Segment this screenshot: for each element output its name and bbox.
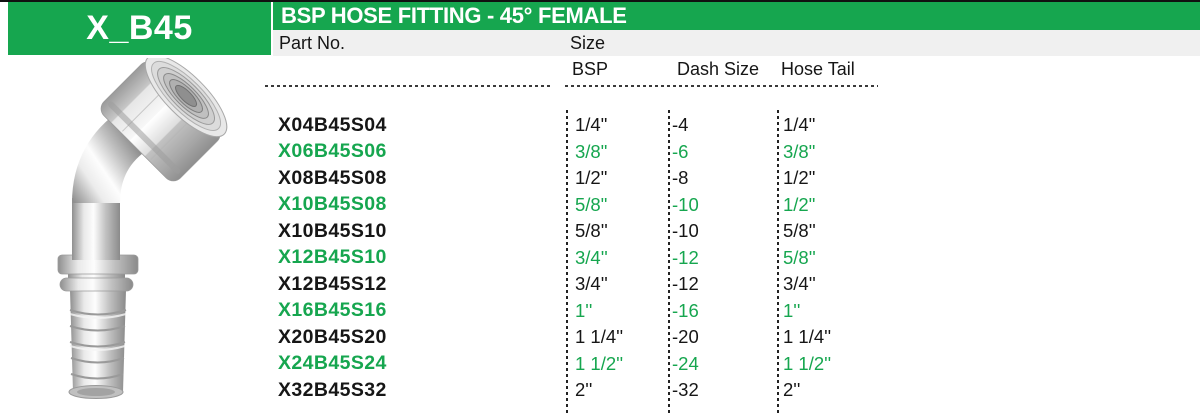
column-divider-bsp [566, 110, 568, 413]
dash-size-cell: -4 [672, 114, 689, 136]
table-row: X24B45S24 1 1/2'' -24 1 1/2'' [278, 351, 1188, 378]
bsp-size-cell: 2'' [575, 379, 593, 401]
part-no-cell: X06B45S06 [278, 140, 387, 163]
part-no-cell: X16B45S16 [278, 299, 387, 322]
table-row: X32B45S32 2'' -32 2'' [278, 377, 1188, 404]
dash-size-cell: -8 [672, 167, 689, 189]
table-row: X06B45S06 3/8" -6 3/8" [278, 139, 1188, 166]
part-no-column-header: Part No. [279, 33, 346, 53]
bsp-size-cell: 1'' [575, 299, 593, 321]
bsp-size-cell: 3/8" [575, 140, 608, 162]
product-photo-45-female-fitting-icon [57, 58, 228, 399]
part-no-cell: X12B45S10 [278, 246, 387, 269]
dash-size-column-header: Dash Size [677, 59, 760, 79]
hose-tail-cell: 5/8'' [783, 220, 816, 242]
bsp-size-cell: 5/8" [575, 193, 608, 215]
table-row: X12B45S10 3/4'' -12 5/8'' [278, 245, 1188, 272]
parts-table: X04B45S04 1/4" -4 1/4" X06B45S06 3/8" -6 3/8" X0… [278, 112, 1188, 404]
table-header-bar: Part No. Size [273, 30, 1200, 56]
dash-size-cell: -16 [672, 299, 699, 321]
table-row: X10B45S08 5/8" -10 1/2" [278, 192, 1188, 219]
part-no-cell: X24B45S24 [278, 352, 387, 375]
part-no-cell: X12B45S12 [278, 272, 387, 295]
dash-size-cell: -6 [672, 140, 689, 162]
size-group-header: Size [570, 33, 606, 53]
bsp-size-cell: 1 1/2'' [575, 352, 624, 374]
column-divider-dash-size [668, 110, 670, 413]
dash-size-cell: -20 [672, 326, 699, 348]
hose-tail-cell: 1'' [783, 299, 801, 321]
bsp-size-cell: 3/4'' [575, 246, 608, 268]
hose-tail-cell: 1/2" [783, 167, 816, 189]
dash-size-cell: -12 [672, 246, 699, 268]
hose-tail-cell: 3/4'' [783, 273, 816, 295]
table-row: X04B45S04 1/4" -4 1/4" [278, 112, 1188, 139]
column-divider-hose-tail [777, 110, 779, 413]
hose-tail-cell: 1 1/4'' [783, 326, 832, 348]
page-title-bar: BSP HOSE FITTING - 45° FEMALE [273, 2, 1200, 30]
model-code-label: X_B45 [86, 9, 193, 47]
table-row: X12B45S12 3/4'' -12 3/4'' [278, 271, 1188, 298]
part-no-cell: X32B45S32 [278, 378, 387, 401]
dash-size-cell: -24 [672, 352, 699, 374]
table-row: X08B45S08 1/2" -8 1/2" [278, 165, 1188, 192]
part-no-cell: X20B45S20 [278, 325, 387, 348]
dash-size-cell: -10 [672, 220, 699, 242]
bsp-column-header: BSP [572, 59, 609, 79]
hose-tail-column-header: Hose Tail [781, 59, 855, 79]
bsp-size-cell: 1/2" [575, 167, 608, 189]
part-no-cell: X08B45S08 [278, 166, 387, 189]
bsp-size-cell: 1 1/4'' [575, 326, 624, 348]
hose-tail-cell: 3/8" [783, 140, 816, 162]
page-title: BSP HOSE FITTING - 45° FEMALE [281, 3, 627, 28]
bsp-size-cell: 1/4" [575, 114, 608, 136]
part-no-cell: X04B45S04 [278, 113, 387, 136]
dash-size-cell: -10 [672, 193, 699, 215]
hose-tail-cell: 2'' [783, 379, 801, 401]
dash-size-cell: -32 [672, 379, 699, 401]
model-code-badge: X_B45 [8, 2, 271, 55]
bsp-size-cell: 3/4'' [575, 273, 608, 295]
top-border-rule [0, 0, 1200, 2]
table-row: X20B45S20 1 1/4'' -20 1 1/4'' [278, 324, 1188, 351]
hose-tail-cell: 1/4" [783, 114, 816, 136]
table-row: X10B45S10 5/8'' -10 5/8'' [278, 218, 1188, 245]
part-no-cell: X10B45S08 [278, 193, 387, 216]
part-no-cell: X10B45S10 [278, 219, 387, 242]
header-underline-left [265, 85, 553, 87]
header-underline-right [565, 85, 878, 87]
dash-size-cell: -12 [672, 273, 699, 295]
hose-tail-cell: 5/8'' [783, 246, 816, 268]
hose-tail-cell: 1 1/2'' [783, 352, 832, 374]
bsp-size-cell: 5/8'' [575, 220, 608, 242]
table-row: X16B45S16 1'' -16 1'' [278, 298, 1188, 325]
hose-tail-cell: 1/2" [783, 193, 816, 215]
